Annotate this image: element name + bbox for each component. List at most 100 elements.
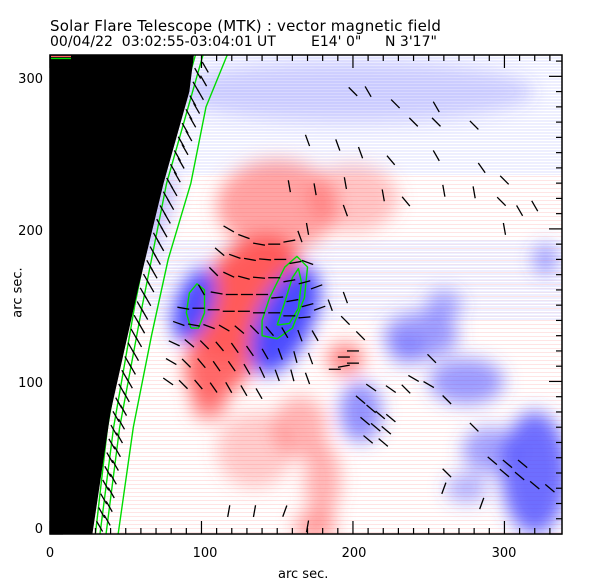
- field-vector: [261, 348, 269, 360]
- field-vector: [290, 369, 295, 382]
- field-vector: [227, 505, 231, 518]
- field-vector: [245, 345, 254, 357]
- field-vector: [209, 382, 218, 393]
- field-vector: [313, 183, 317, 196]
- field-vector: [327, 299, 333, 312]
- field-vector: [252, 505, 257, 518]
- field-vector: [370, 422, 381, 432]
- field-vector: [401, 196, 411, 207]
- limb-field-vector: [177, 136, 185, 148]
- field-vector: [385, 413, 396, 423]
- x-tick-label-100: 100: [192, 546, 218, 561]
- x-tick-label-200: 200: [341, 546, 367, 561]
- field-vector: [178, 379, 189, 390]
- field-vector: [162, 377, 174, 386]
- field-vector: [355, 330, 366, 341]
- limb-field-vector: [102, 479, 110, 491]
- positive-polarity-region: [184, 301, 264, 401]
- field-vector: [360, 416, 371, 426]
- limb-field-vector: [162, 191, 170, 203]
- positive-polarity-region: [190, 389, 228, 420]
- field-vector: [487, 456, 498, 466]
- negative-polarity-region: [445, 472, 488, 504]
- plot-title: Solar Flare Telescope (MTK) : vector mag…: [50, 17, 442, 35]
- field-vector: [277, 348, 283, 360]
- field-vector: [301, 302, 314, 308]
- field-vector: [514, 471, 525, 481]
- limb-field-vector: [118, 383, 126, 395]
- field-vector: [499, 175, 510, 185]
- limb-field-vector: [189, 95, 197, 107]
- field-vector: [355, 395, 366, 405]
- limb-field-vector: [124, 356, 132, 368]
- field-vector: [297, 230, 303, 243]
- field-vector: [203, 323, 215, 330]
- field-vector: [181, 358, 192, 368]
- field-vector: [305, 520, 310, 533]
- contour-line: [276, 267, 303, 326]
- limb-field-vector: [121, 369, 129, 381]
- positive-polarity-region: [304, 442, 341, 519]
- limb-field-vector: [159, 205, 167, 217]
- field-vector: [225, 382, 233, 394]
- field-vector: [289, 260, 302, 265]
- field-vector: [477, 162, 486, 174]
- limb-field-vector: [105, 501, 113, 513]
- limb-field-vector: [130, 328, 138, 340]
- limb-field-vector: [192, 81, 200, 93]
- field-vector: [307, 352, 314, 365]
- positive-polarity-region: [307, 164, 399, 232]
- field-vector: [228, 253, 241, 260]
- negative-polarity-region: [462, 427, 517, 473]
- field-vector: [544, 483, 555, 493]
- field-vector: [177, 306, 190, 310]
- field-vector: [442, 184, 446, 197]
- y-tick-label-200: 200: [18, 224, 43, 239]
- field-vector: [184, 338, 195, 348]
- field-vector: [479, 497, 485, 510]
- field-vector: [365, 383, 377, 392]
- field-vector: [366, 404, 377, 414]
- field-vector: [472, 186, 476, 199]
- limb-field-vector: [142, 273, 151, 285]
- field-vector: [390, 99, 401, 109]
- field-vector: [282, 505, 288, 517]
- field-vector: [381, 425, 392, 435]
- field-vector: [194, 379, 203, 390]
- field-vector: [165, 358, 177, 366]
- field-vector: [337, 364, 350, 368]
- limb-field-vector: [173, 150, 181, 162]
- field-vector: [427, 353, 437, 364]
- position-ns: N 3'17": [385, 34, 437, 50]
- legend-bar: [51, 55, 71, 60]
- field-vector: [502, 222, 507, 235]
- field-vector: [287, 180, 292, 193]
- observation-date-time: 00/04/22 03:02:55-03:04:01 UT: [50, 34, 276, 50]
- field-vector: [304, 134, 311, 147]
- limb-field-vector: [156, 218, 164, 230]
- field-vector: [210, 291, 223, 295]
- field-vector: [310, 284, 323, 290]
- field-vector: [335, 139, 341, 151]
- field-vector: [240, 385, 248, 397]
- field-vector: [212, 360, 221, 372]
- field-vector: [304, 372, 311, 385]
- limb-field-vector: [109, 473, 117, 485]
- field-vector: [172, 320, 185, 327]
- limb-field-vector: [110, 424, 118, 436]
- field-vector: [301, 259, 314, 266]
- limb-field-vector: [146, 259, 154, 272]
- field-vector: [230, 342, 239, 354]
- limb-field-vector: [113, 446, 121, 458]
- field-vector: [311, 330, 319, 342]
- field-vector: [529, 480, 540, 490]
- negative-polarity-region: [501, 411, 562, 534]
- limb-field-vector: [111, 459, 119, 471]
- field-vector: [281, 327, 289, 339]
- field-vector: [283, 239, 296, 243]
- limb-field-vector: [98, 507, 106, 519]
- field-vector: [223, 225, 235, 233]
- field-vector: [168, 340, 180, 347]
- positive-polarity-region: [216, 411, 293, 489]
